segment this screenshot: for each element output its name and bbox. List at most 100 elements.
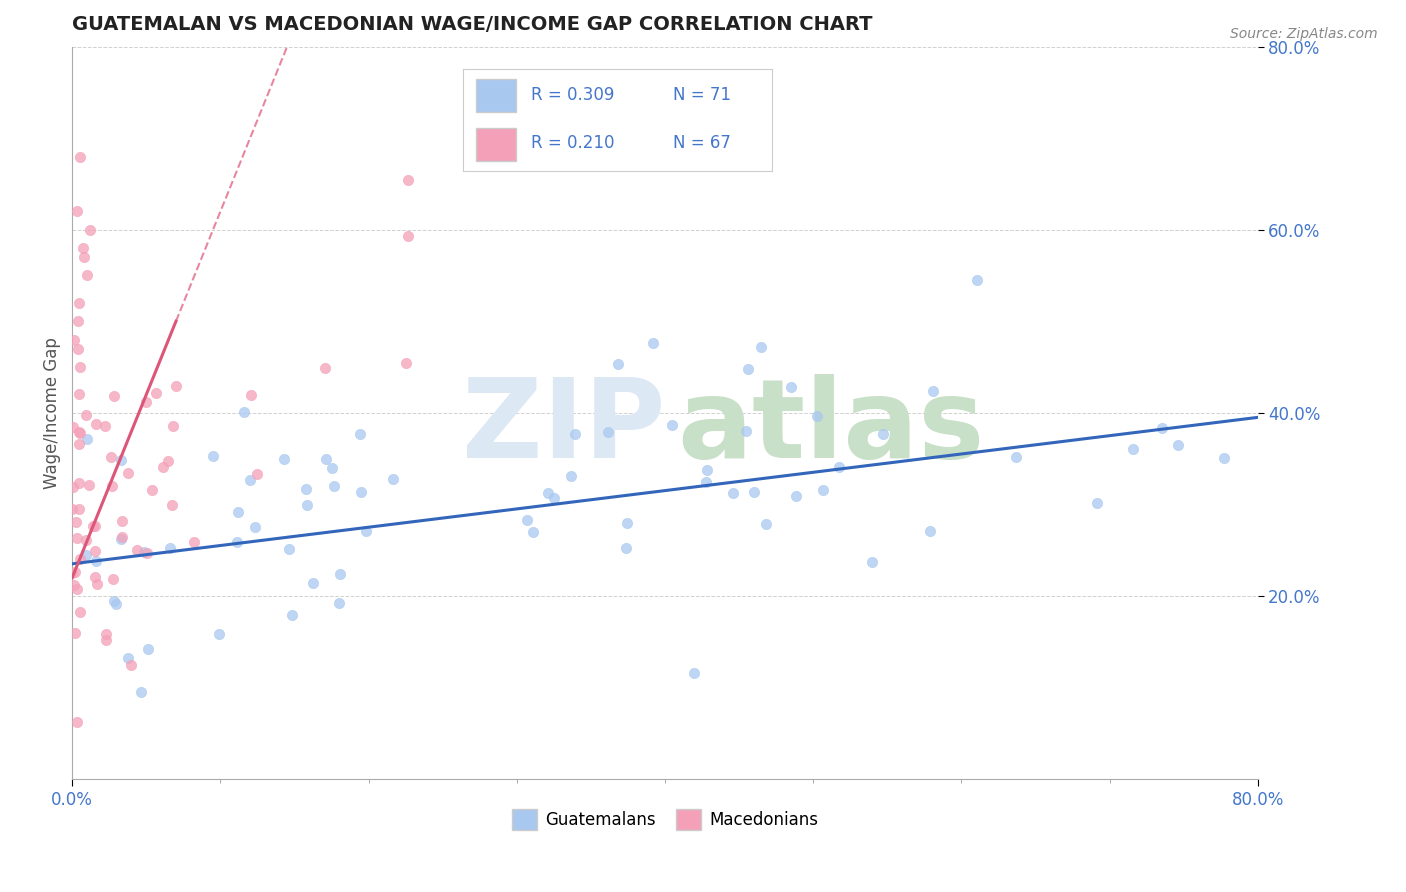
Point [966,273,988,287]
Point [233,405,256,419]
Point [395,356,418,370]
Point [696,463,718,477]
Point [69,426,91,441]
Point [522,524,544,539]
Point [62,480,84,494]
Point [537,486,560,500]
Point [616,516,638,530]
Point [117,651,139,665]
Point [69,149,91,163]
Point [76,268,98,283]
Point [329,566,352,581]
Point [110,452,132,467]
Point [860,555,883,569]
Point [682,666,704,681]
Point [516,513,538,527]
Point [67,437,90,451]
Point [721,486,744,500]
Point [69,552,91,566]
Point [67,475,90,490]
Point [246,467,269,481]
Point [63,578,86,592]
Point [101,479,124,493]
Text: Source: ZipAtlas.com: Source: ZipAtlas.com [1230,27,1378,41]
Point [295,482,318,496]
Point [785,489,807,503]
Point [76,433,98,447]
Point [239,473,262,487]
Point [67,314,90,328]
Point [806,409,828,424]
Point [63,566,86,580]
Point [69,605,91,619]
Point [1005,450,1028,464]
Point [228,505,250,519]
Point [84,544,107,558]
Text: ZIP: ZIP [461,374,665,481]
Point [183,534,205,549]
Point [65,516,87,530]
Point [110,532,132,546]
Point [381,472,404,486]
Point [872,427,894,442]
Point [75,408,97,422]
Point [72,241,94,255]
Point [94,419,117,434]
Legend: Guatemalans, Macedonians: Guatemalans, Macedonians [505,803,825,837]
Point [918,524,941,539]
Point [695,475,717,490]
Point [125,542,148,557]
Point [922,384,945,399]
Point [398,173,420,187]
Point [100,450,122,465]
Point [120,658,142,673]
Point [755,516,778,531]
Point [240,387,263,401]
Point [103,594,125,608]
Point [749,340,772,354]
Point [66,204,89,219]
Text: GUATEMALAN VS MACEDONIAN WAGE/INCOME GAP CORRELATION CHART: GUATEMALAN VS MACEDONIAN WAGE/INCOME GAP… [72,15,873,34]
Point [160,498,183,512]
Point [60,566,83,581]
Point [136,546,159,560]
Point [315,452,337,467]
Point [84,417,107,431]
Point [84,554,107,568]
Point [63,333,86,347]
Point [145,386,167,401]
Point [86,576,108,591]
Point [295,498,318,512]
Point [278,542,301,557]
Point [152,459,174,474]
Point [79,223,101,237]
Point [117,467,139,481]
Point [560,468,582,483]
Point [67,387,90,401]
Point [243,520,266,534]
Point [543,491,565,505]
Point [323,479,346,493]
Point [828,460,851,475]
Point [661,417,683,432]
Point [103,572,125,586]
Point [110,514,132,528]
Point [66,532,89,546]
Point [225,534,247,549]
Point [273,451,295,466]
Text: atlas: atlas [676,374,984,481]
Point [314,361,336,376]
Point [1212,451,1234,466]
Point [75,533,97,548]
Point [62,419,84,434]
Point [201,450,224,464]
Point [83,519,105,533]
Point [69,359,91,374]
Point [66,342,89,356]
Point [564,427,586,442]
Point [350,484,373,499]
Y-axis label: Wage/Income Gap: Wage/Income Gap [44,337,60,489]
Point [129,685,152,699]
Point [67,425,90,439]
Point [607,357,630,371]
